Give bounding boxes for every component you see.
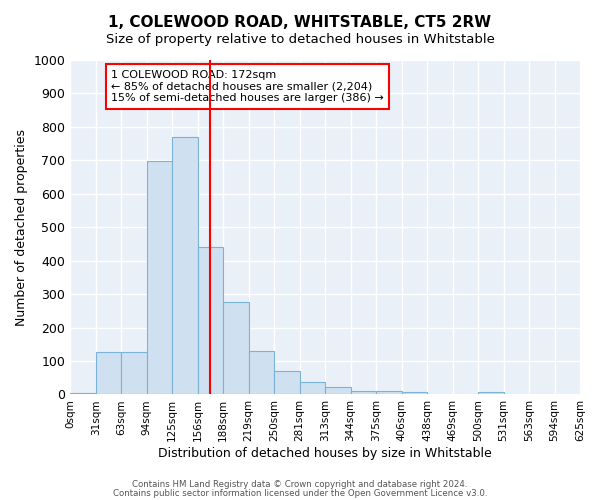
Text: Size of property relative to detached houses in Whitstable: Size of property relative to detached ho… — [106, 32, 494, 46]
Bar — [350, 391, 376, 394]
Text: 1, COLEWOOD ROAD, WHITSTABLE, CT5 2RW: 1, COLEWOOD ROAD, WHITSTABLE, CT5 2RW — [109, 15, 491, 30]
Bar — [172, 137, 198, 394]
Bar — [198, 248, 223, 394]
Bar — [299, 382, 325, 394]
X-axis label: Distribution of detached houses by size in Whitstable: Distribution of detached houses by size … — [158, 447, 492, 460]
Text: Contains public sector information licensed under the Open Government Licence v3: Contains public sector information licen… — [113, 488, 487, 498]
Bar — [274, 371, 299, 394]
Bar — [96, 352, 121, 395]
Bar — [478, 392, 503, 394]
Text: 1 COLEWOOD ROAD: 172sqm
← 85% of detached houses are smaller (2,204)
15% of semi: 1 COLEWOOD ROAD: 172sqm ← 85% of detache… — [111, 70, 384, 103]
Bar — [401, 392, 427, 394]
Bar — [248, 351, 274, 395]
Bar — [325, 387, 350, 394]
Text: Contains HM Land Registry data © Crown copyright and database right 2024.: Contains HM Land Registry data © Crown c… — [132, 480, 468, 489]
Bar — [121, 352, 147, 395]
Y-axis label: Number of detached properties: Number of detached properties — [15, 128, 28, 326]
Bar — [376, 391, 401, 394]
Bar — [223, 302, 248, 394]
Bar — [70, 393, 96, 394]
Bar — [147, 162, 172, 394]
